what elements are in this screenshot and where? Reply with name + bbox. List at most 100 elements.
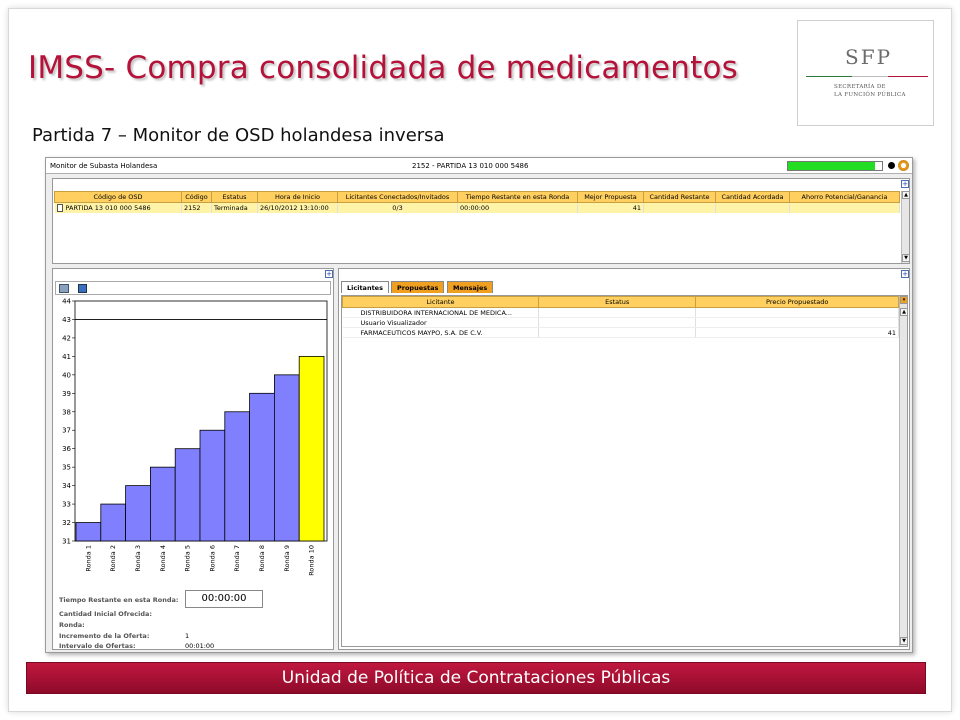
bar: [75, 522, 102, 542]
chart-toolbar: [55, 281, 331, 295]
scroll-down-arrow-icon[interactable]: ▼: [900, 637, 908, 645]
logo-line-gray: [852, 76, 888, 77]
window-titlebar: Monitor de Subasta Holandesa 2152 - PART…: [46, 158, 912, 174]
cell-text: 41: [632, 203, 641, 212]
x-tick-label: Ronda 5: [184, 545, 192, 572]
column-header[interactable]: Tiempo Restante en esta Ronda: [457, 191, 578, 203]
cell-text: 0/3: [392, 203, 403, 212]
y-tick-label: 44: [62, 298, 71, 306]
y-tick-label: 32: [62, 519, 71, 527]
round-progress-bar: [787, 161, 883, 171]
table-cell: 41: [695, 327, 899, 338]
table-cell: Terminada: [211, 202, 258, 213]
expand-icon[interactable]: +: [901, 270, 909, 278]
auction-table-scrollbar[interactable]: ▲ ▼: [901, 191, 910, 263]
column-header[interactable]: Hora de Inicio: [257, 191, 338, 203]
bar: [199, 429, 226, 542]
table-cell: [643, 202, 716, 213]
scroll-up-arrow-icon[interactable]: ▲: [900, 308, 908, 316]
table-cell: 00:00:00: [457, 202, 578, 213]
bid-rounds-chart: 31 32 33 34 35 36 37 38 39 40 41 42 43 44 Ronda 1 Ronda…: [62, 298, 328, 576]
bidders-table-area: Licitante Estatus Precio Propuestado DISTR…: [341, 295, 908, 647]
column-header[interactable]: Mejor Propuesta: [577, 191, 644, 203]
interval-label: Intervalo de Ofertas:: [59, 642, 136, 650]
table-cell: PARTIDA 13 010 000 5486: [54, 202, 182, 213]
y-tick-label: 35: [62, 464, 71, 472]
table-cell: [695, 307, 899, 318]
increment-label: Incremento de la Oferta:: [59, 632, 150, 640]
table-row[interactable]: DISTRIBUIDORA INTERNACIONAL DE MEDICA...: [342, 307, 899, 318]
cell-text: Usuario Visualizador: [360, 318, 427, 327]
bar: [298, 355, 325, 542]
expand-icon[interactable]: +: [901, 180, 909, 188]
y-tick-label: 39: [62, 390, 71, 398]
x-tick-label: Ronda 6: [208, 545, 216, 572]
document-icon: [56, 203, 63, 212]
y-tick-label: 43: [62, 316, 71, 324]
y-tick-label: 31: [62, 538, 71, 546]
table-cell: Usuario Visualizador: [342, 317, 539, 328]
table-cell: [538, 307, 697, 318]
gear-icon[interactable]: [898, 160, 909, 171]
tab-propuestas[interactable]: Propuestas: [391, 281, 445, 293]
y-tick-label: 40: [62, 371, 71, 379]
table-row[interactable]: FARMACEUTICOS MAYPO, S.A. DE C.V. 41: [342, 327, 899, 338]
table-cell: FARMACEUTICOS MAYPO, S.A. DE C.V.: [342, 327, 539, 338]
logo-line-green: [806, 76, 852, 77]
table-cell: [538, 317, 697, 328]
table-cell: 2152: [181, 202, 212, 213]
scroll-down-arrow-icon[interactable]: ▼: [902, 254, 910, 262]
column-header[interactable]: Cantidad Acordada: [715, 191, 790, 203]
column-header[interactable]: Licitantes Conectados/Invitados: [337, 191, 458, 203]
y-tick-label: 38: [62, 408, 71, 416]
column-header[interactable]: Ahorro Potencial/Ganancia: [789, 191, 900, 203]
x-tick-label: Ronda 9: [283, 545, 291, 572]
logo-text-line1: SECRETARÍA DE: [834, 84, 886, 90]
round-label: Ronda:: [59, 621, 85, 629]
logo-text-line2: LA FUNCIÓN PÚBLICA: [834, 92, 906, 98]
tab-licitantes[interactable]: Licitantes: [341, 281, 389, 293]
cell-text: FARMACEUTICOS MAYPO, S.A. DE C.V.: [360, 328, 483, 337]
footer-bar: Unidad de Política de Contrataciones Púb…: [26, 662, 926, 694]
column-header[interactable]: Estatus: [211, 191, 258, 203]
tab-mensajes[interactable]: Mensajes: [447, 281, 494, 293]
scroll-up-arrow-icon[interactable]: ▾: [900, 296, 908, 304]
auction-monitor-window: Monitor de Subasta Holandesa 2152 - PART…: [45, 157, 913, 653]
print-icon[interactable]: [59, 284, 69, 293]
column-header[interactable]: Código de OSD: [54, 191, 182, 203]
column-header[interactable]: Licitante: [342, 296, 539, 308]
cell-text: Terminada: [214, 203, 248, 212]
table-row[interactable]: Usuario Visualizador: [342, 317, 899, 328]
bar: [174, 448, 201, 542]
auction-title: 2152 - PARTIDA 13 010 000 5486: [412, 162, 529, 170]
expand-icon[interactable]: +: [325, 270, 333, 278]
cell-text: PARTIDA 13 010 000 5486: [65, 203, 151, 212]
x-tick-label: Ronda 7: [233, 545, 241, 572]
column-header[interactable]: Precio Propuestado: [695, 296, 899, 308]
scroll-up-arrow-icon[interactable]: ▲: [902, 191, 910, 199]
bar: [125, 485, 151, 542]
increment-value: 1: [185, 632, 190, 640]
y-tick-label: 34: [62, 482, 71, 490]
x-tick-label: Ronda 2: [109, 545, 117, 572]
bar: [224, 411, 251, 542]
table-row[interactable]: PARTIDA 13 010 000 5486 2152 Terminada 26/1…: [54, 202, 900, 213]
logo-name: SFP: [845, 45, 893, 69]
cell-text: 00:00:00: [460, 203, 490, 212]
table-cell: [695, 317, 899, 328]
x-tick-label: Ronda 3: [134, 545, 142, 572]
cell-text: 26/10/2012 13:10:00: [260, 203, 329, 212]
x-tick-label: Ronda 10: [308, 545, 316, 576]
column-header[interactable]: Código: [181, 191, 212, 203]
y-tick-label: 33: [62, 501, 71, 509]
y-tick-label: 41: [62, 353, 71, 361]
logo-line-red: [888, 76, 928, 77]
save-icon[interactable]: [78, 284, 87, 293]
column-header[interactable]: Estatus: [537, 296, 697, 308]
bar: [100, 503, 126, 542]
table-cell: 0/3: [337, 202, 458, 213]
bidders-table-scrollbar[interactable]: ▾ ▲ ▼: [899, 296, 908, 646]
column-header[interactable]: Cantidad Restante: [643, 191, 716, 203]
chart-panel: + 31 32 33 34 35 36 37 38 39 40 41 42 43 44 Ronda 1 Ron…: [52, 268, 334, 650]
progress-fill: [788, 162, 876, 170]
